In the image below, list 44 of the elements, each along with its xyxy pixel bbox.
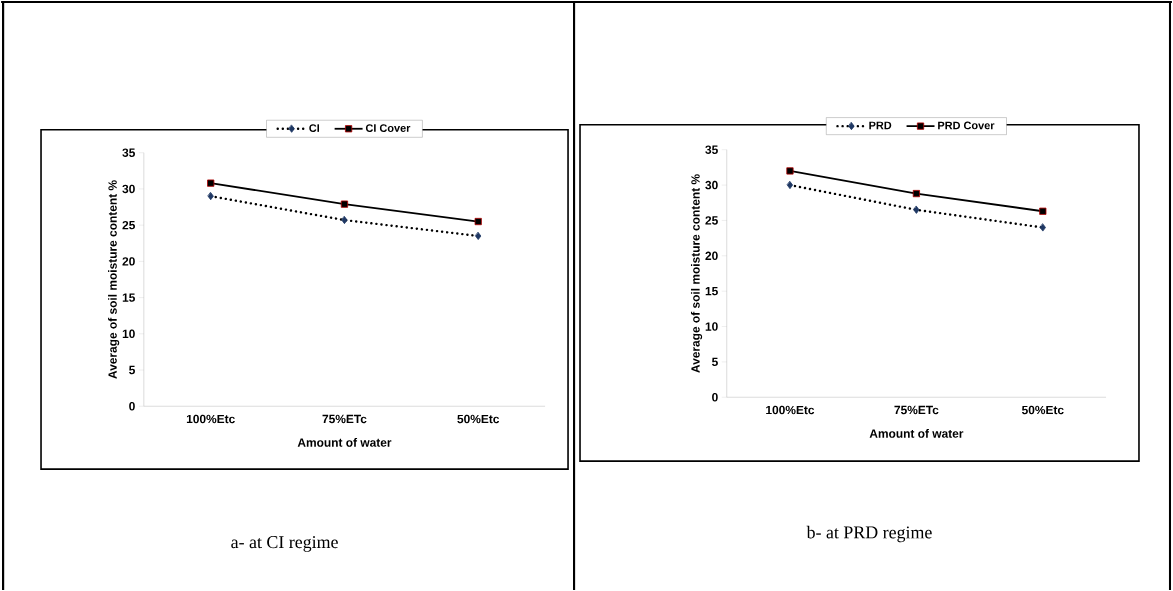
legend-label: CI Cover xyxy=(365,124,411,132)
point xyxy=(786,167,794,175)
y-axis-title: Average of soil moisture content % xyxy=(690,174,703,373)
y-tick-label: 5 xyxy=(129,365,135,375)
x-axis-title: Amount of water xyxy=(869,429,964,438)
y-tick-label: 10 xyxy=(705,322,718,331)
y-tick-label: 20 xyxy=(122,257,135,266)
x-tick-label: 50%Etc xyxy=(1021,405,1064,415)
x-tick-label: 100%Etc xyxy=(186,414,235,424)
y-tick-label: 0 xyxy=(712,393,718,402)
y-tick-label: 5 xyxy=(711,357,718,367)
point xyxy=(1039,223,1046,232)
point xyxy=(207,192,214,201)
point xyxy=(475,232,482,240)
point xyxy=(912,189,920,198)
point xyxy=(207,179,215,187)
point xyxy=(340,200,349,208)
y-tick-label: 20 xyxy=(705,251,718,261)
x-tick-label: 75%ETc xyxy=(322,414,367,424)
text: a- at CI regime xyxy=(231,536,338,552)
point xyxy=(913,205,920,214)
y-tick-label: 25 xyxy=(705,216,718,225)
point xyxy=(786,181,794,190)
x-tick-label: 100%Etc xyxy=(766,405,815,415)
y-tick-label: 0 xyxy=(129,402,135,411)
y-tick-label: 30 xyxy=(122,184,135,194)
y-tick-label: 30 xyxy=(705,180,718,190)
y-axis-title: Average of soil moisture content % xyxy=(108,180,120,379)
point xyxy=(341,216,348,225)
x-tick-label: 75%ETc xyxy=(894,405,939,415)
text: b- at PRD regime xyxy=(806,525,932,543)
legend-label: CI xyxy=(309,124,320,132)
x-tick-label: 50%Etc xyxy=(457,414,500,424)
y-tick-label: 15 xyxy=(705,287,718,296)
legend-label: PRD Cover xyxy=(938,121,995,130)
point xyxy=(474,217,482,226)
y-tick-label: 10 xyxy=(122,329,135,339)
x-axis-title: Amount of water xyxy=(297,438,392,447)
point xyxy=(1039,207,1047,215)
y-tick-label: 15 xyxy=(122,293,135,302)
y-tick-label: 25 xyxy=(122,220,135,230)
y-tick-label: 35 xyxy=(705,145,718,154)
y-tick-label: 35 xyxy=(122,148,135,157)
legend-label: PRD xyxy=(869,121,892,130)
